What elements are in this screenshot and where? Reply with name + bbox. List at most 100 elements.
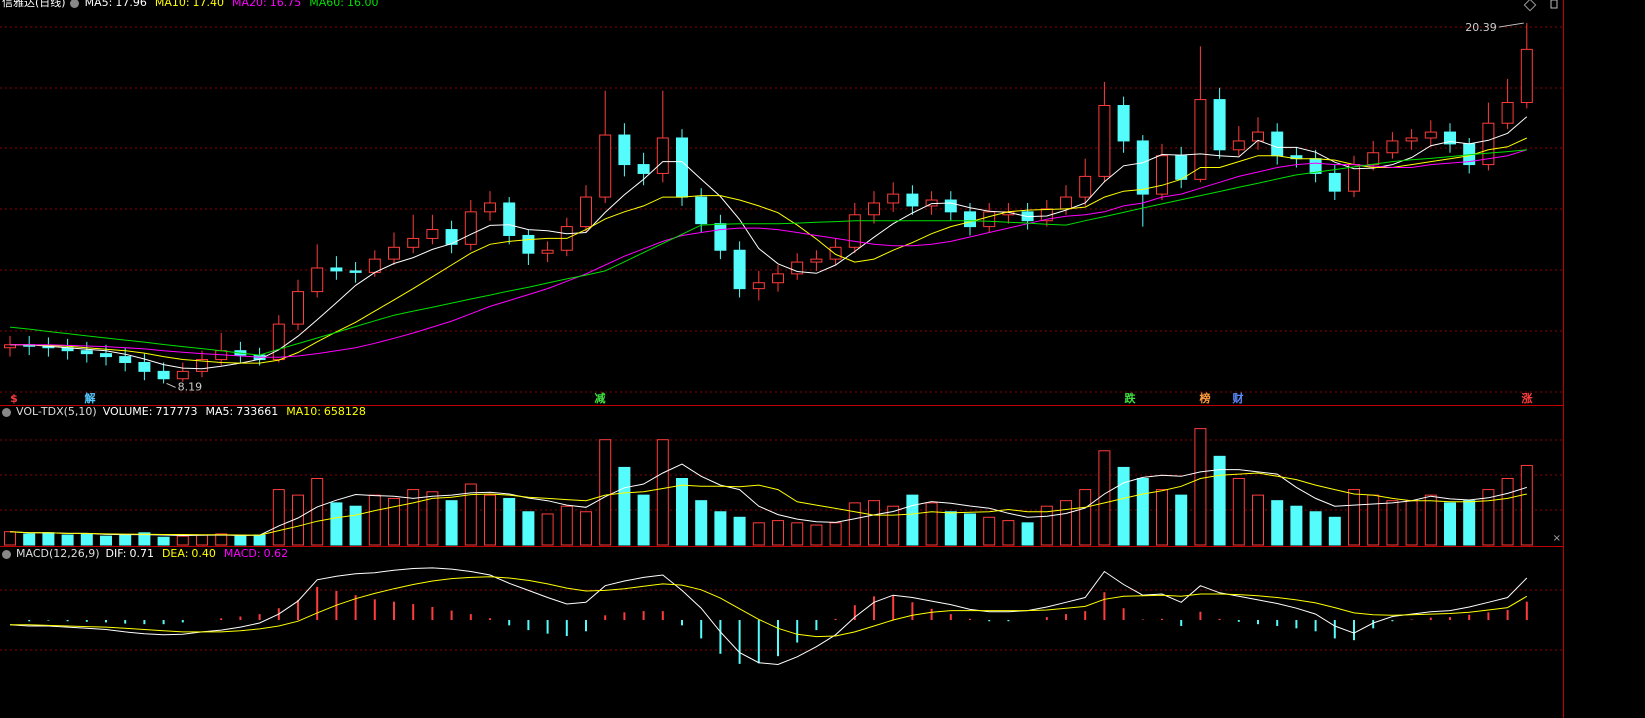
annotation-arrow (1498, 22, 1524, 28)
candle-body (522, 234, 535, 254)
volume-bar (1175, 494, 1188, 546)
candle-body (829, 246, 842, 260)
volume-bar (848, 502, 861, 546)
volume-bar (4, 531, 16, 546)
volume-bar (23, 533, 36, 546)
candle-body (1501, 102, 1514, 124)
candle-body (119, 356, 132, 364)
candle-body (292, 291, 304, 325)
indicator-line (9, 463, 1527, 537)
candle-body (196, 359, 208, 372)
volume-bar (1482, 489, 1495, 546)
volume-bar (580, 511, 592, 546)
candle-body (772, 273, 784, 284)
volume-bar (253, 534, 266, 546)
event-marker: 涨 (1522, 391, 1533, 405)
corner-icon[interactable] (1550, 0, 1558, 9)
volume-bar (1367, 494, 1380, 546)
candle-body (695, 196, 708, 225)
candle-body (1156, 155, 1168, 195)
volume-bar (964, 513, 976, 546)
volume-bar (61, 534, 74, 546)
volume-bar (925, 502, 938, 546)
volume-bar (119, 534, 132, 546)
volume-bar (1271, 500, 1284, 546)
volume-bar (541, 513, 554, 546)
candle-body (272, 323, 285, 361)
chart-title: VOL-TDX(5,10) (16, 405, 97, 418)
indicator-line (10, 149, 1527, 358)
candle-body (80, 350, 93, 355)
volume-bar (868, 500, 880, 546)
volume-bar (1021, 522, 1034, 546)
indicator-line (10, 137, 1528, 364)
panel-frame (0, 0, 1564, 718)
candle-body (1194, 99, 1207, 180)
volume-bar (676, 478, 688, 546)
event-marker: $ (10, 392, 18, 405)
volume-bar (138, 532, 151, 546)
candle-body (1424, 131, 1437, 139)
indicator-line (10, 116, 1528, 370)
volume-bar (80, 533, 93, 546)
volume-bar (1117, 466, 1130, 546)
candle-body (810, 258, 823, 263)
volume-bar (983, 516, 996, 546)
volume-bar (484, 494, 496, 546)
candle-body (138, 362, 151, 372)
volume-bar (791, 522, 804, 546)
legend-value: 0.71 (129, 547, 154, 560)
candle-body (157, 370, 170, 380)
volume-bar (1194, 428, 1207, 546)
volume-bar (426, 491, 439, 546)
candle-body (887, 193, 900, 204)
candle-body (752, 282, 765, 290)
candle-body (503, 202, 516, 236)
legend-value: 733661 (236, 405, 279, 418)
corner-icon[interactable] (1523, 0, 1537, 12)
volume-bar (272, 489, 285, 546)
volume-bar (388, 497, 400, 546)
volume-bar (829, 522, 842, 546)
volume-bar (1520, 464, 1533, 546)
legend-value: 0.40 (191, 547, 216, 560)
indicator-line (9, 472, 1527, 536)
volume-bar (1424, 494, 1437, 546)
indicator-line (10, 576, 1528, 638)
candle-body (1079, 175, 1092, 198)
candle-body (1328, 172, 1341, 192)
candle-body (349, 270, 362, 273)
volume-bar (1136, 478, 1149, 546)
candle-body (906, 193, 919, 207)
volume-bar (599, 439, 612, 546)
volume-bar (752, 522, 765, 546)
volume-bar (445, 500, 458, 546)
chart-title: 信雅达(日线) (2, 0, 66, 9)
event-marker: 财 (1232, 391, 1244, 405)
volume-bar (215, 533, 228, 546)
volume-bar (1444, 502, 1456, 546)
volume-bar (1328, 516, 1341, 546)
close-icon[interactable]: × (1553, 533, 1561, 544)
legend-name: DEA: (161, 547, 189, 560)
candle-body (656, 137, 669, 174)
event-marker: 解 (85, 391, 96, 405)
candle-body (388, 246, 400, 260)
candle-body (1213, 99, 1226, 151)
candle-body (1098, 104, 1111, 177)
indicator-icon (69, 0, 79, 8)
legend-value: 658128 (323, 405, 366, 418)
indicator-icon (2, 549, 11, 559)
event-marker: 榜 (1200, 391, 1211, 405)
volume-bar (1348, 489, 1360, 546)
candle-body (868, 202, 880, 216)
candle-body (311, 267, 324, 293)
volume-bar (1156, 489, 1168, 546)
legend-name: MA10: (286, 405, 321, 418)
volume-bar (944, 511, 957, 546)
volume-bar (196, 534, 208, 546)
candle-body (330, 267, 343, 272)
event-marker: 减 (595, 391, 606, 405)
indicator-line (9, 567, 1528, 666)
candle-body (580, 196, 592, 228)
